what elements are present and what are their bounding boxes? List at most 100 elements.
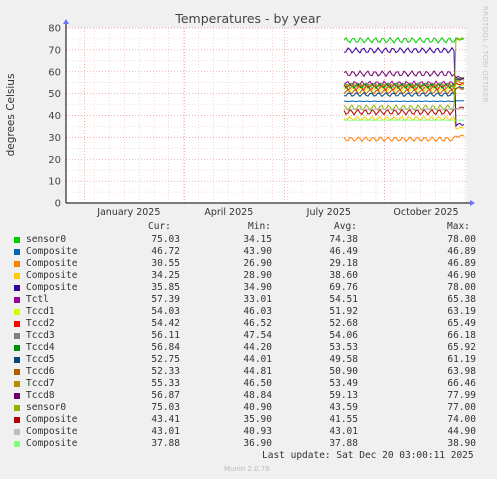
legend-value-avg: 29.18 [329,258,358,269]
x-axis-arrow [470,200,475,206]
legend-series-name: Tccd6 [26,366,55,377]
legend-value-avg: 59.13 [329,390,358,401]
legend-value-min: 33.01 [243,294,272,305]
legend-swatch [14,249,20,255]
legend-value-avg: 54.51 [329,294,358,305]
legend-row: Tccd5 52.75 44.01 49.58 61.19 [0,354,497,366]
legend-row: Composite 30.55 26.90 29.18 46.89 [0,258,497,270]
legend-value-cur: 37.88 [151,438,180,449]
legend-series-name: Tccd7 [26,378,55,389]
y-tick-label: 20 [48,155,61,166]
legend-series-name: sensor0 [26,234,67,245]
legend-row: Tctl 57.39 33.01 54.51 65.38 [0,294,497,306]
legend-value-min: 34.15 [243,234,272,245]
legend-value-cur: 54.42 [151,318,180,329]
legend-series-name: Composite [26,426,78,437]
legend-value-min: 35.90 [243,414,272,425]
legend-series-name: Tccd2 [26,318,55,329]
legend-value-cur: 46.72 [151,246,180,257]
legend-swatch [14,405,20,411]
series-line-17 [343,119,465,121]
legend-row: Composite 35.85 34.90 69.76 78.00 [0,282,497,294]
legend-series-name: Composite [26,414,78,425]
legend-series-name: Tctl [26,294,49,305]
chart: 0 10 20 30 40 50 60 70 80 January 2025 April 2025 J… [5,11,475,218]
legend-value-avg: 38.60 [329,270,358,281]
legend-row: Tccd4 56.84 44.20 53.53 65.92 [0,342,497,354]
legend-value-max: 78.00 [447,234,476,245]
legend-value-min: 26.90 [243,258,272,269]
series-line-10 [343,86,465,98]
legend-value-min: 44.01 [243,354,272,365]
legend-value-cur: 43.41 [151,414,180,425]
legend-value-max: 65.49 [447,318,476,329]
legend-value-min: 48.84 [243,390,272,401]
legend-value-max: 77.99 [447,390,476,401]
legend-swatch [14,441,20,447]
legend-swatch [14,285,20,291]
legend-value-min: 40.90 [243,402,272,413]
legend-value-max: 65.38 [447,294,476,305]
y-tick-label: 40 [48,111,61,122]
legend-value-cur: 43.01 [151,426,180,437]
series-line-3 [343,115,465,130]
munin-version: Munin 2.0.76 [224,465,270,473]
legend-swatch [14,357,20,363]
legend-header-max: Max: [447,221,470,232]
legend-value-avg: 46.49 [329,246,358,257]
legend-swatch [14,369,20,375]
legend-value-cur: 56.87 [151,390,180,401]
series-line-12 [343,80,465,89]
y-axis-label: degrees Celsius [5,74,17,157]
series-line-2 [343,134,465,143]
series-line-9 [343,77,465,90]
legend-value-max: 74.00 [447,414,476,425]
legend-swatch [14,393,20,399]
legend-header-min: Min: [248,221,271,232]
legend-value-max: 63.98 [447,366,476,377]
last-update: Last update: Sat Dec 20 03:00:11 2025 [262,450,474,461]
legend-row: Tccd1 54.03 46.03 51.92 63.19 [0,306,497,318]
series-line-4 [343,46,465,127]
series-line-1 [343,100,465,103]
legend-value-min: 43.90 [243,246,272,257]
legend-value-min: 40.93 [243,426,272,437]
legend-row: Tccd2 54.42 46.52 52.68 65.49 [0,318,497,330]
rrdtool-credit: RRDTOOL / TOBI OETIKER [481,6,489,103]
legend-series-name: Tccd4 [26,342,55,353]
legend-header-cur: Cur: [148,221,171,232]
legend-swatch [14,273,20,279]
legend-series-name: Composite [26,246,78,257]
legend-value-cur: 75.03 [151,402,180,413]
legend-series-name: Tccd8 [26,390,55,401]
legend-value-max: 78.00 [447,282,476,293]
legend-value-max: 66.18 [447,330,476,341]
legend-value-min: 46.52 [243,318,272,329]
y-tick-label: 10 [48,177,61,188]
legend-swatch [14,429,20,435]
legend-series-name: Composite [26,270,78,281]
legend-value-max: 66.46 [447,378,476,389]
legend-value-cur: 55.33 [151,378,180,389]
legend-value-cur: 56.11 [151,330,180,341]
legend-swatch [14,321,20,327]
legend-value-avg: 53.53 [329,342,358,353]
x-tick-label: April 2025 [204,207,253,218]
legend-series-name: sensor0 [26,402,67,413]
legend-header: Cur: Min: Avg: Max: [0,221,497,233]
legend-swatch [14,237,20,243]
legend-value-min: 44.20 [243,342,272,353]
series-line-16 [343,107,464,110]
legend-swatch [14,261,20,267]
legend-row: Tccd7 55.33 46.50 53.49 66.46 [0,378,497,390]
legend-row: Composite 43.41 35.90 41.55 74.00 [0,414,497,426]
legend-series-name: Composite [26,438,78,449]
legend-value-max: 65.92 [447,342,476,353]
series-line-0 [343,36,465,44]
legend-value-avg: 43.59 [329,402,358,413]
x-tick-label: January 2025 [96,207,160,218]
legend-value-min: 34.90 [243,282,272,293]
x-tick-label: October 2025 [393,207,458,218]
legend-value-min: 46.03 [243,306,272,317]
legend-value-avg: 74.38 [329,234,358,245]
